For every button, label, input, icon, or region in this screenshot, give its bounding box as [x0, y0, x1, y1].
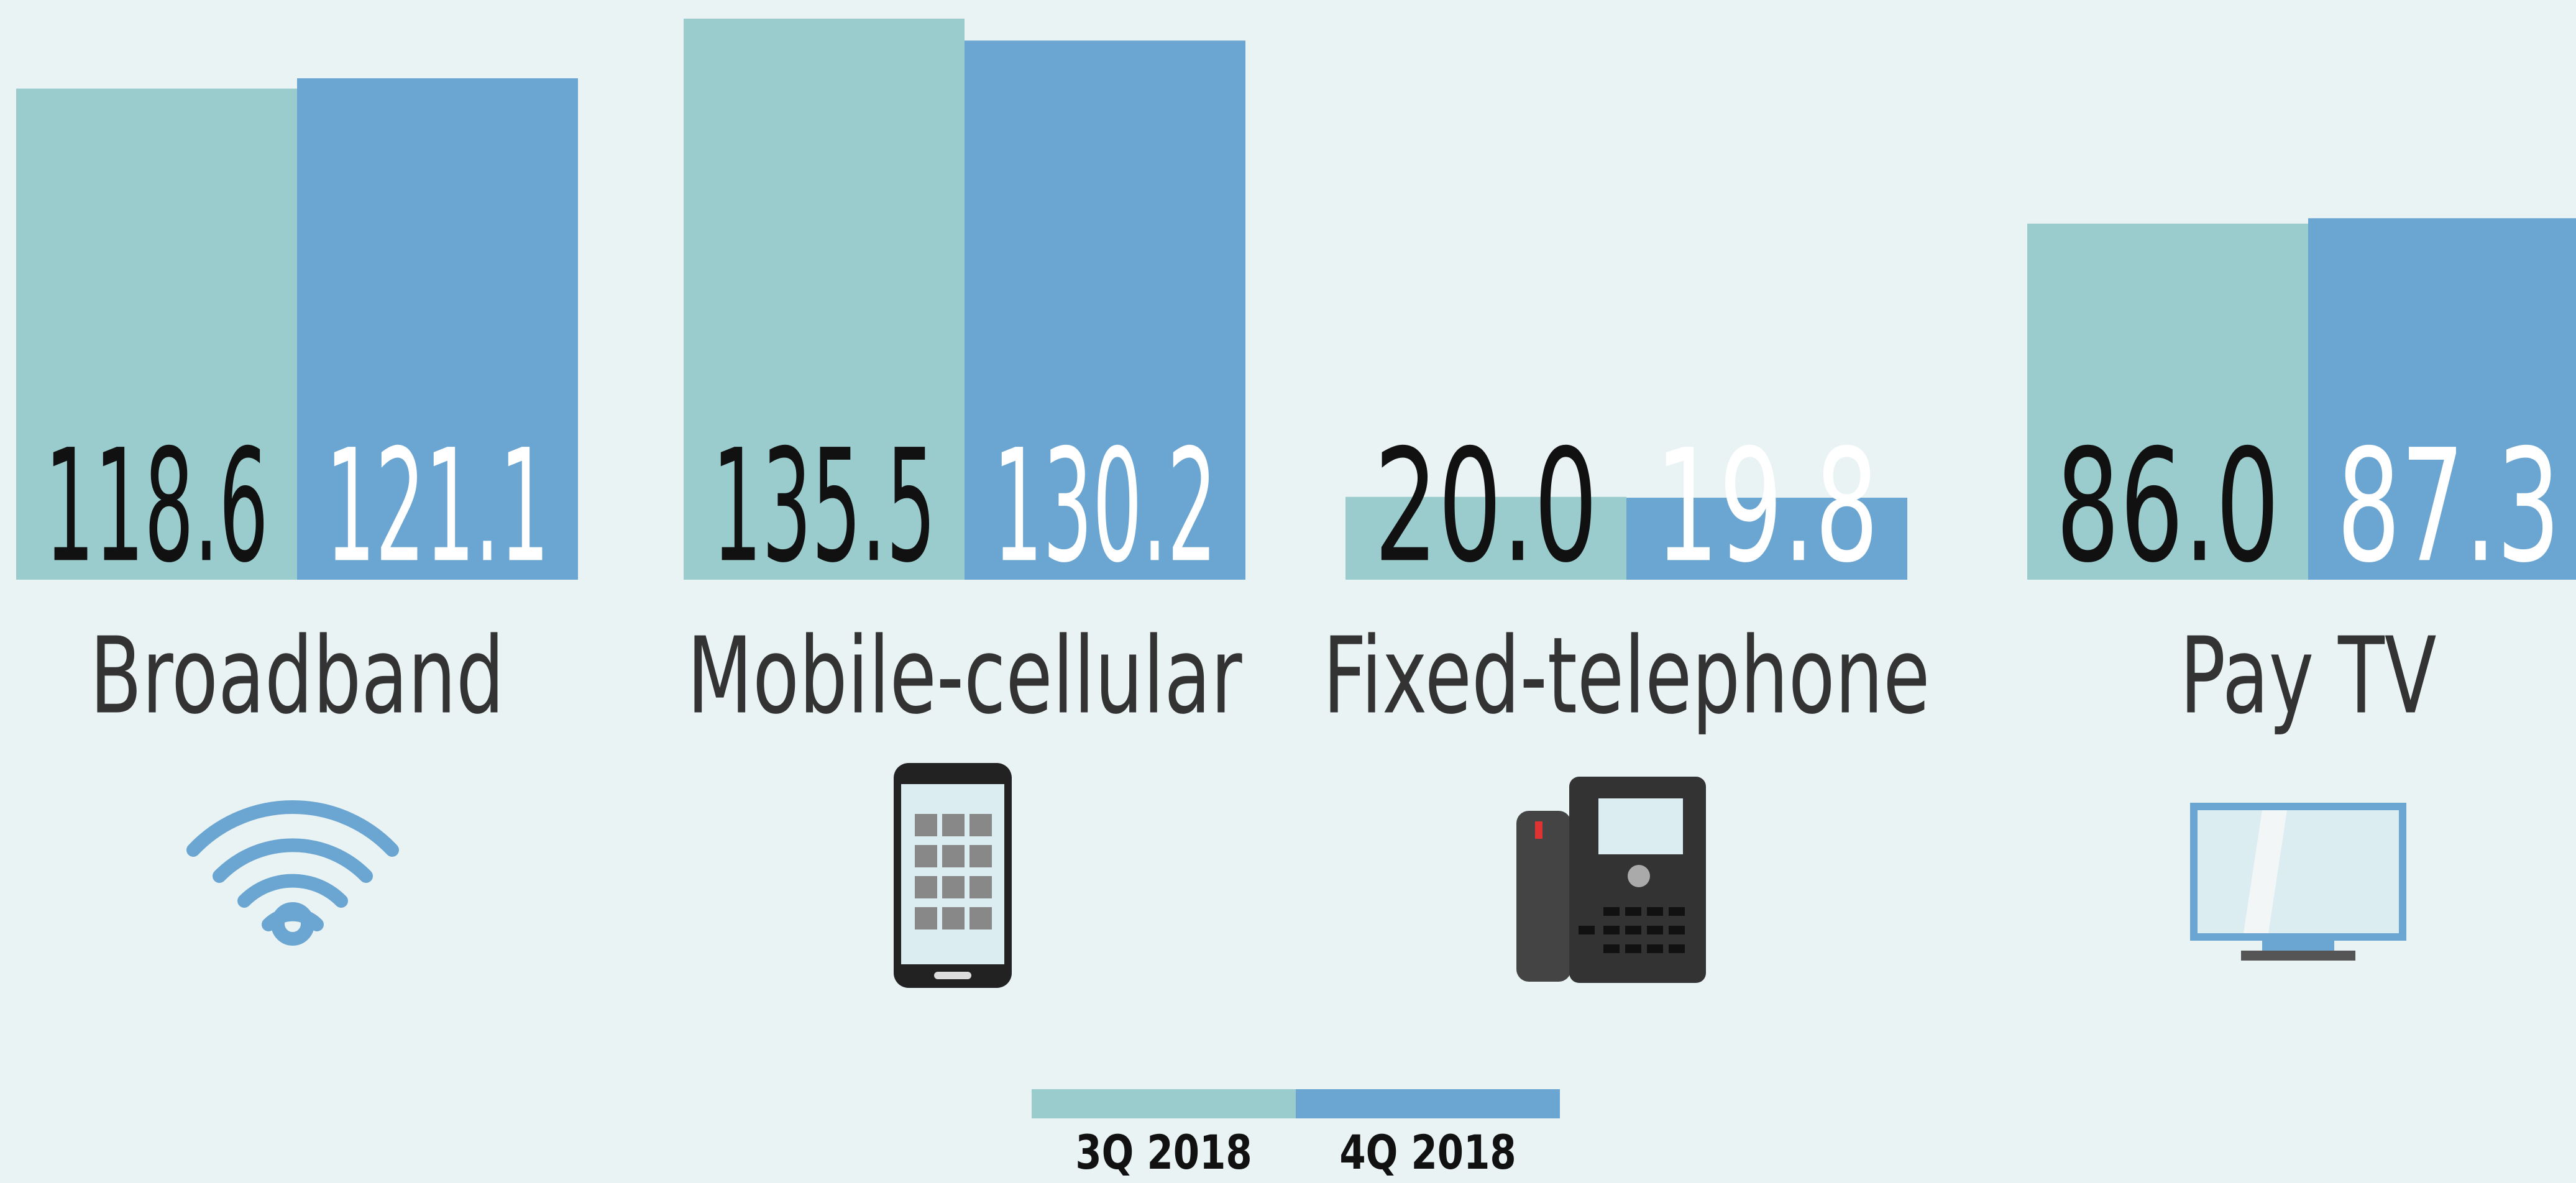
- value-label: 19.8: [1655, 416, 1879, 596]
- category-label: Mobile-cellular: [687, 614, 1242, 737]
- value-label: 121.1: [326, 416, 549, 596]
- value-label: 135.5: [712, 416, 936, 596]
- mobile-icon: [894, 763, 1012, 988]
- legend-label: 4Q 2018: [1339, 1125, 1516, 1180]
- bar: [684, 18, 965, 580]
- legend-label-group: 4Q 2018: [1339, 1125, 1516, 1180]
- legend-swatch: [1296, 1089, 1560, 1118]
- value-label: 86.0: [2056, 416, 2280, 596]
- value-label: 87.3: [2337, 416, 2560, 596]
- category-label-group: Mobile-cellular: [687, 614, 1242, 737]
- bar: [2308, 218, 2576, 580]
- bar: [1626, 498, 1907, 580]
- category-label-group: Pay TV: [2180, 614, 2436, 737]
- bar: [965, 40, 1245, 580]
- value-label: 130.2: [993, 416, 1217, 596]
- category-label-group: Fixed-telephone: [1323, 614, 1930, 737]
- wifi-icon: [186, 800, 399, 946]
- category-label: Fixed-telephone: [1323, 614, 1930, 737]
- bar: [1345, 496, 1626, 580]
- legend-label: 3Q 2018: [1075, 1125, 1252, 1180]
- desk-phone-icon: [1516, 777, 1706, 983]
- category-label: Broadband: [89, 614, 504, 737]
- legend-swatch: [1032, 1089, 1296, 1118]
- value-label: 20.0: [1374, 416, 1598, 596]
- tv-icon: [2190, 803, 2406, 961]
- bar: [2027, 223, 2308, 580]
- value-label: 118.6: [45, 416, 268, 596]
- bar: [297, 78, 578, 580]
- category-label: Pay TV: [2180, 614, 2436, 737]
- category-label-group: Broadband: [89, 614, 504, 737]
- bar: [16, 88, 297, 580]
- legend-label-group: 3Q 2018: [1075, 1125, 1252, 1180]
